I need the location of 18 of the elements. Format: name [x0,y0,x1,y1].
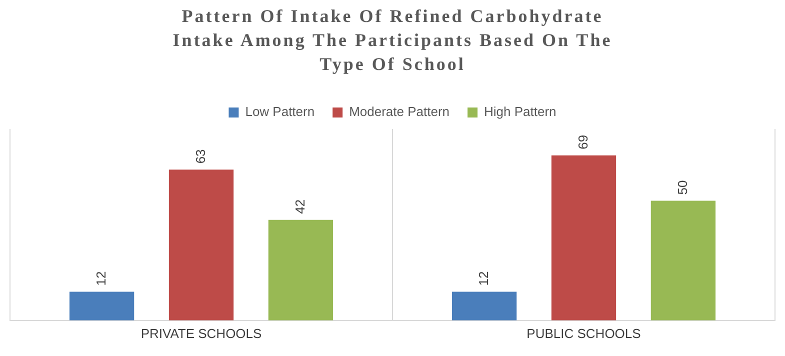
data-label: 63 [192,149,208,164]
data-label: 50 [674,180,690,195]
legend-label: Moderate Pattern [349,104,450,120]
bar [69,292,134,320]
bar [551,155,616,320]
legend-label: High Pattern [484,104,556,120]
data-label: 12 [93,271,108,286]
bar [168,170,234,320]
data-label: 42 [292,199,308,214]
data-label: 69 [575,134,590,150]
bar [268,220,334,320]
bar [452,292,517,320]
x-tick-label: PRIVATE SCHOOLS [140,326,262,341]
x-tick-label: PUBLIC SCHOOLS [526,326,642,341]
bar [650,200,716,320]
legend-label: Low Pattern [245,104,315,120]
chart-title: Pattern Of Intake Of Refined Carbohydrate Intake Among The Participants Based On The Type Of School [172,5,614,76]
data-label: 12 [476,271,491,286]
